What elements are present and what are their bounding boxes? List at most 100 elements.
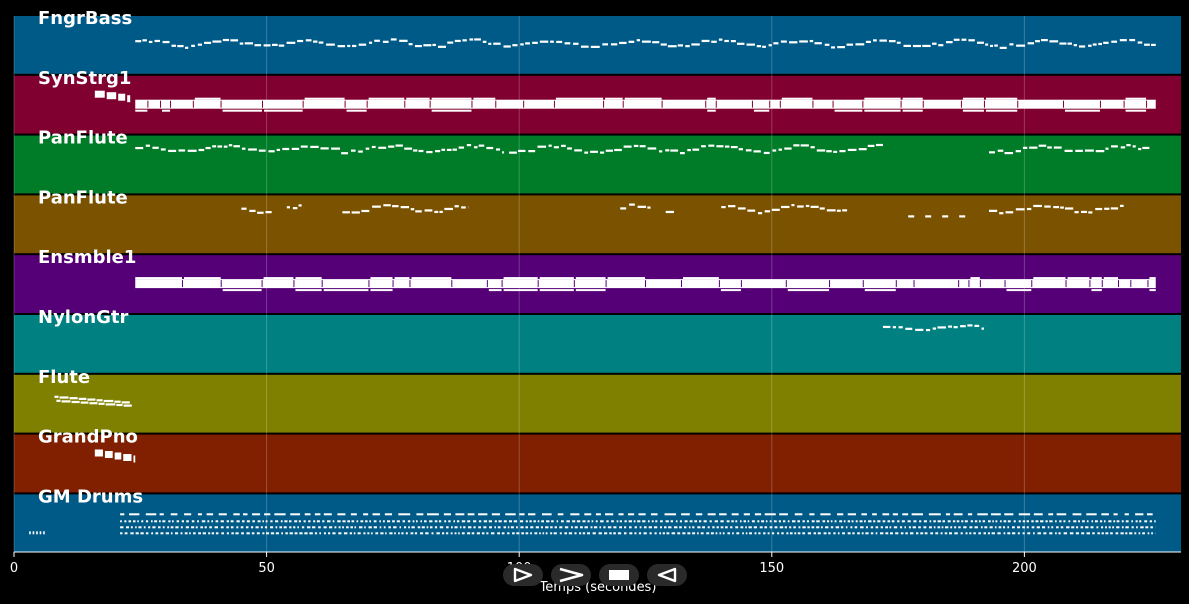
play-button[interactable] (503, 564, 543, 586)
note (352, 44, 357, 48)
note-segment (29, 531, 45, 535)
note (133, 455, 136, 463)
note (753, 109, 770, 112)
note (488, 42, 492, 45)
note (1064, 207, 1074, 210)
drum-hit (1018, 513, 1031, 516)
drum-hit (1094, 520, 1098, 523)
drum-hit (1071, 526, 1075, 529)
drum-hit (720, 526, 724, 529)
drum-hit (308, 520, 311, 523)
drum-hit (444, 520, 447, 523)
note (248, 148, 257, 151)
drum-hit (754, 532, 757, 535)
note (665, 210, 674, 214)
drum-hit (919, 520, 922, 523)
drum-hit (1022, 532, 1025, 535)
drum-hit (145, 532, 149, 535)
drum-hit (1086, 513, 1097, 516)
drum-hit (1116, 520, 1120, 523)
drum-hit (137, 520, 139, 523)
note (1088, 211, 1093, 214)
note (43, 531, 45, 535)
drum-hit (973, 532, 976, 535)
drum-hit (629, 532, 633, 535)
note (641, 40, 651, 43)
drum-hit (845, 526, 848, 529)
drum-hit (421, 526, 425, 529)
drum-hit (525, 526, 529, 529)
drum-hit (1099, 520, 1103, 523)
drum-hit (789, 532, 793, 535)
note-segment (908, 215, 966, 218)
drum-hit (807, 532, 812, 535)
drum-hit (167, 526, 170, 529)
note-gap (537, 280, 539, 288)
note (1126, 144, 1131, 147)
drum-hit (677, 532, 681, 535)
note (350, 149, 356, 152)
drum-hit (1003, 532, 1006, 535)
note (135, 277, 182, 280)
drum-hit (145, 520, 149, 523)
drum-hit (358, 526, 363, 529)
rewind-button[interactable] (647, 564, 687, 586)
drum-hit (761, 520, 765, 523)
stop-button[interactable] (599, 564, 639, 586)
drum-hit (494, 526, 496, 529)
fast-forward-button[interactable] (551, 564, 591, 586)
drum-hit (354, 526, 357, 529)
drum-hit (130, 532, 134, 535)
note-gap (160, 100, 162, 108)
drum-hit (1076, 526, 1079, 529)
drum-hit (833, 532, 836, 535)
note-gap (192, 100, 194, 108)
drum-hit (311, 526, 316, 529)
drum-hit (497, 526, 501, 529)
drum-hit (731, 520, 734, 523)
drum-hit (989, 526, 993, 529)
drum-hit (327, 520, 331, 523)
drum-hit (337, 520, 341, 523)
note (431, 109, 472, 112)
drum-hit (798, 526, 801, 529)
drum-hit (125, 526, 129, 529)
drum-hit (304, 513, 311, 516)
drum-hit (396, 520, 400, 523)
note (867, 144, 875, 148)
drum-hit (453, 520, 456, 523)
drum-hit (787, 520, 790, 523)
drum-hit (692, 532, 696, 535)
drum-hit (649, 532, 652, 535)
drum-hit (140, 532, 144, 535)
drum-hit (712, 526, 715, 529)
drum-hit (830, 526, 834, 529)
note (747, 209, 756, 212)
drum-hit (574, 526, 578, 529)
drum-hit (1086, 520, 1089, 523)
note-gap (785, 280, 787, 288)
drum-hit (301, 526, 305, 529)
note (937, 326, 946, 329)
drum-hit (133, 520, 136, 523)
note (295, 277, 322, 280)
note (358, 43, 367, 46)
note (191, 44, 195, 47)
note (624, 97, 662, 100)
note (116, 403, 123, 407)
note (431, 97, 472, 100)
note-gap (1147, 280, 1149, 288)
drum-hit (647, 520, 650, 523)
note-gap (344, 100, 346, 108)
note (1098, 42, 1102, 46)
drum-hit (507, 526, 510, 529)
drum-hit (162, 526, 165, 529)
drum-hit (410, 532, 414, 535)
drum-hit (530, 532, 532, 535)
note (967, 324, 973, 327)
x-tick-label: 200 (1012, 561, 1037, 576)
drum-hit (189, 532, 191, 535)
note-gap (983, 100, 985, 108)
track-lane (14, 195, 1181, 254)
